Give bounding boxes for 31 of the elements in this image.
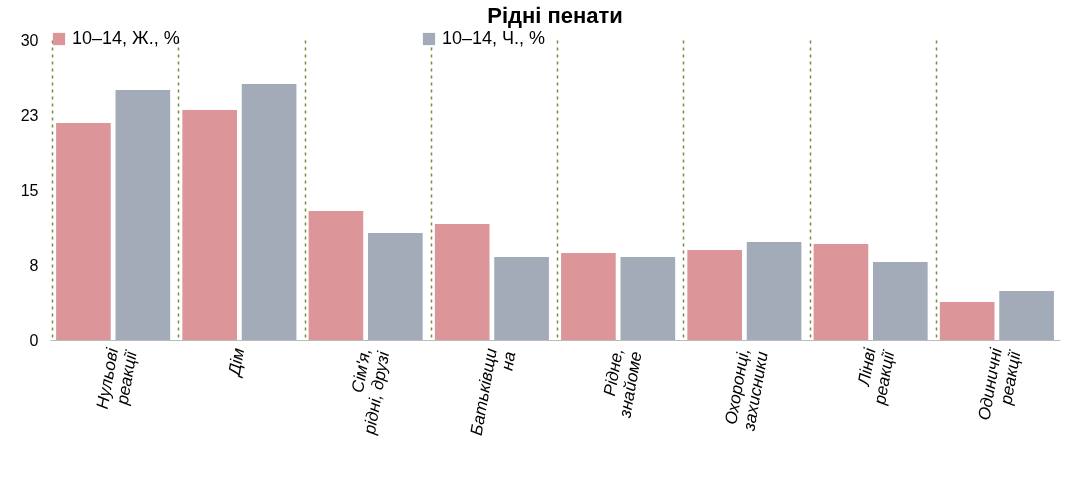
bar xyxy=(620,257,676,340)
x-tick-label: Охоронці, захисники xyxy=(721,346,773,434)
x-tick-label: Рідне, знайоме xyxy=(599,346,646,421)
x-tick-label: Дім xyxy=(224,346,249,380)
bar xyxy=(939,302,995,340)
chart-title: Рідні пенати xyxy=(487,3,623,28)
bar xyxy=(182,110,237,340)
y-tick-label: 0 xyxy=(29,331,39,349)
x-tick-label: Одиничні реакції xyxy=(974,345,1025,422)
legend-label: 10–14, Ж., % xyxy=(72,28,180,48)
legend-label: 10–14, Ч., % xyxy=(442,28,546,48)
bar xyxy=(494,257,549,340)
x-tick-label: Сім'я, рідні, друзі xyxy=(348,346,394,437)
bar xyxy=(241,84,297,340)
bar xyxy=(813,244,869,340)
y-tick-label: 8 xyxy=(29,256,39,274)
x-tick-label: Лінві реакції xyxy=(854,345,899,408)
bar xyxy=(308,211,364,340)
bar xyxy=(746,242,802,340)
bar xyxy=(115,90,171,340)
y-tick-label: 15 xyxy=(20,181,39,199)
bar xyxy=(56,123,111,340)
y-tick-label: 23 xyxy=(20,106,39,124)
bar xyxy=(999,291,1054,340)
bar xyxy=(873,262,928,340)
bar xyxy=(434,224,490,340)
bar xyxy=(368,233,423,340)
bar xyxy=(687,250,742,340)
bar xyxy=(561,253,616,340)
y-tick-label: 30 xyxy=(20,31,39,49)
x-tick-label: Нульові реакції xyxy=(92,345,142,411)
